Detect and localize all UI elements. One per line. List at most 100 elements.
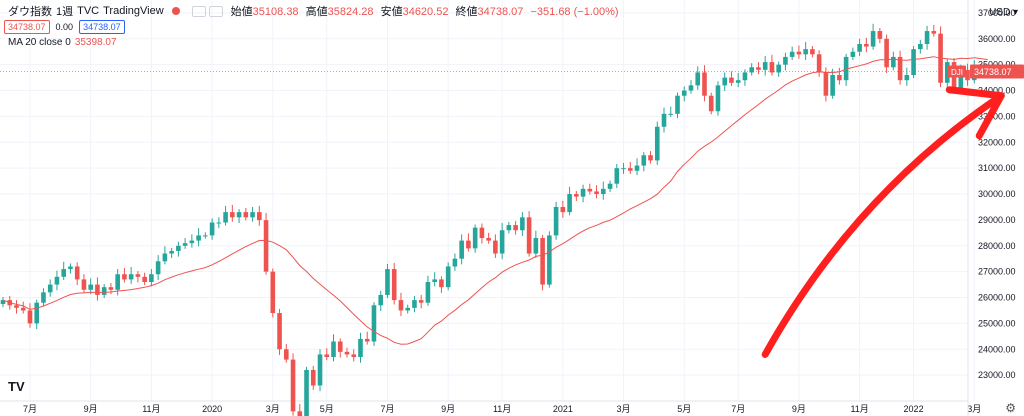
tradingview-logo: TV <box>8 379 25 394</box>
candle-body <box>95 284 100 295</box>
bid-box[interactable]: 34738.07 <box>4 20 50 34</box>
candle-body <box>850 51 856 57</box>
interval-label[interactable]: 1週 <box>56 6 74 18</box>
candle-body <box>486 238 491 241</box>
candle-body <box>41 292 46 303</box>
symbol-name[interactable]: ダウ指数 <box>8 6 52 18</box>
header-mini-buttons[interactable] <box>191 5 223 17</box>
candle-body <box>189 240 195 244</box>
candle-body <box>681 90 687 96</box>
candle-body <box>877 31 883 39</box>
y-tick-label: 37000.00 <box>978 8 1016 18</box>
ma-indicator-legend[interactable]: MA 20 close 0 35398.07 <box>8 37 117 48</box>
x-tick-label: 2020 <box>202 404 222 414</box>
candle-body <box>472 227 478 249</box>
quote-row: 34738.07 0.00 34738.07 <box>4 20 125 34</box>
candle-body <box>385 269 390 295</box>
candle-body <box>783 56 788 65</box>
candle-body <box>290 359 296 412</box>
candle-body <box>884 38 889 68</box>
candle-body <box>945 62 950 83</box>
candle-body <box>297 411 303 416</box>
candle-body <box>830 75 835 96</box>
candle-body <box>715 85 721 112</box>
candle-body <box>331 341 336 358</box>
x-tick-label: 5月 <box>677 404 691 414</box>
candle-body <box>364 338 370 342</box>
x-tick-label: 7月 <box>731 404 745 414</box>
candle-body <box>506 225 512 231</box>
candle-body <box>796 51 802 55</box>
y-tick-label: 29000.00 <box>978 215 1016 225</box>
close-label: 終値 <box>455 6 478 18</box>
candle-body <box>209 222 215 236</box>
candle-body <box>742 72 748 81</box>
y-tick-label: 27000.00 <box>978 267 1016 277</box>
x-tick-label: 3月 <box>617 404 631 414</box>
candle-body <box>101 287 107 295</box>
candle-body <box>918 43 923 50</box>
candle-body <box>149 274 154 282</box>
gear-icon[interactable]: ⚙ <box>1005 401 1016 415</box>
x-tick-label: 9月 <box>84 404 98 414</box>
candle-body <box>371 305 377 342</box>
candle-body <box>196 235 201 241</box>
candle-body <box>432 279 437 282</box>
candle-body <box>614 168 620 184</box>
candle-body <box>668 113 674 115</box>
source-label: TVC <box>77 5 100 17</box>
candle-body <box>74 266 80 280</box>
trend-arrow-head <box>945 86 1005 140</box>
candle-body <box>459 240 464 259</box>
candle-body <box>553 206 559 236</box>
candle-body <box>857 43 862 52</box>
eye-icon[interactable] <box>191 5 206 17</box>
candle-body <box>418 300 424 303</box>
candle-body <box>250 212 255 218</box>
candle-body <box>115 274 120 290</box>
y-tick-label: 36000.00 <box>978 34 1016 44</box>
x-tick-label: 2022 <box>904 404 924 414</box>
candle-body <box>776 64 781 73</box>
candle-body <box>162 253 168 262</box>
ma-value: 35398.07 <box>74 37 117 48</box>
x-tick-label: 11月 <box>142 404 160 414</box>
candle-body <box>560 206 566 213</box>
candle-body <box>762 62 768 70</box>
low-label: 安値 <box>380 6 403 18</box>
candle-body <box>257 212 262 221</box>
close-value: 34738.07 <box>477 6 524 18</box>
candle-body <box>324 354 330 358</box>
candle-body <box>20 307 26 311</box>
y-tick-label: 31000.00 <box>978 163 1016 173</box>
candle-body <box>27 310 33 324</box>
candle-body <box>47 284 53 293</box>
y-tick-label: 26000.00 <box>978 293 1016 303</box>
candle-body <box>823 72 829 96</box>
y-tick-label: 24000.00 <box>978 344 1016 354</box>
candle-body <box>837 75 842 81</box>
candle-body <box>439 279 444 288</box>
candle-body <box>675 95 680 114</box>
y-tick-label: 25000.00 <box>978 318 1016 328</box>
candle-body <box>108 287 114 290</box>
spread-value: 0.00 <box>55 22 74 32</box>
candle-body <box>904 75 910 81</box>
candle-body <box>283 349 289 360</box>
candle-body <box>263 220 269 272</box>
high-value: 35824.28 <box>327 6 374 18</box>
change-value: −351.68 (−1.00%) <box>530 6 619 18</box>
provider-label: TradingView <box>103 5 164 17</box>
settings-icon[interactable] <box>208 5 223 17</box>
candle-body <box>965 69 970 81</box>
candle-body <box>513 225 518 231</box>
currency-selector[interactable]: USD ▾ <box>989 7 1018 18</box>
x-tick-label: 5月 <box>320 404 334 414</box>
candle-body <box>526 217 532 254</box>
candle-body <box>843 56 849 81</box>
candle-body <box>708 95 714 112</box>
ask-box[interactable]: 34738.07 <box>79 20 125 34</box>
candle-body <box>68 266 73 270</box>
last-price-label: 34738.07 <box>974 67 1012 77</box>
